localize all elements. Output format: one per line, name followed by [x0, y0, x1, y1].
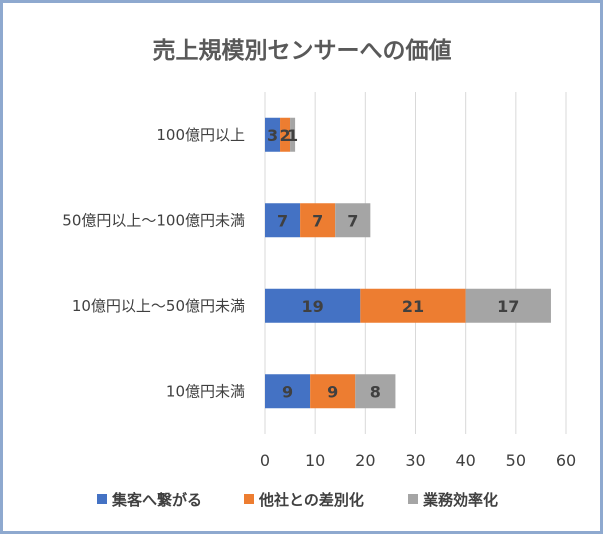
category-label: 100億円以上 — [156, 126, 245, 144]
x-tick-label-10: 10 — [305, 451, 325, 470]
bar-segment — [265, 374, 311, 409]
category-label: 10億円未満 — [166, 382, 245, 400]
data-label: 9 — [282, 382, 293, 401]
data-label: 17 — [497, 297, 519, 316]
category-label: 10億円以上～50億円未満 — [72, 297, 245, 315]
legend-label: 業務効率化 — [422, 491, 498, 509]
legend-swatch — [97, 494, 107, 504]
data-label: 7 — [277, 211, 288, 230]
x-tick-labels: 0 10 20 30 40 50 60 — [260, 451, 576, 470]
x-tick-label-0: 0 — [260, 451, 270, 470]
data-label: 7 — [312, 211, 323, 230]
bar-segment — [360, 288, 466, 323]
data-label: 9 — [327, 382, 338, 401]
bar-segment — [310, 374, 356, 409]
bar-segment — [265, 203, 301, 238]
bar-segment — [290, 117, 296, 152]
chart-title: 売上規模別センサーへの価値 — [153, 38, 452, 64]
category-label: 50億円以上～100億円未満 — [62, 211, 245, 229]
legend-label: 集客へ繋がる — [111, 491, 202, 509]
data-label: 2 — [279, 126, 290, 145]
data-label: 19 — [302, 297, 324, 316]
bars-group: 3 217 7 719 21 179 9 8 — [265, 117, 551, 409]
data-label: 1 — [287, 126, 298, 145]
bar-segment — [265, 288, 361, 323]
bar-segment — [300, 203, 336, 238]
data-label: 8 — [370, 382, 381, 401]
bar-segment — [280, 117, 291, 152]
legend: 集客へ繋がる 他社との差別化 業務効率化 — [97, 491, 498, 509]
data-label: 7 — [347, 211, 358, 230]
bar-segment — [335, 203, 371, 238]
data-label: 3 — [267, 126, 278, 145]
data-label: 21 — [402, 297, 424, 316]
x-tick-label-20: 20 — [355, 451, 375, 470]
x-tick-label-60: 60 — [556, 451, 576, 470]
bar-segment — [355, 374, 396, 409]
legend-swatch — [408, 494, 418, 504]
legend-label: 他社との差別化 — [258, 491, 364, 509]
category-labels: 100億円以上 50億円以上～100億円未満 10億円以上～50億円未満 10億円未満 — [62, 126, 245, 401]
x-tick-label-40: 40 — [455, 451, 475, 470]
x-tick-label-30: 30 — [405, 451, 425, 470]
bar-segment — [265, 117, 281, 152]
x-tick-label-50: 50 — [506, 451, 526, 470]
legend-swatch — [244, 494, 254, 504]
bar-segment — [465, 288, 551, 323]
